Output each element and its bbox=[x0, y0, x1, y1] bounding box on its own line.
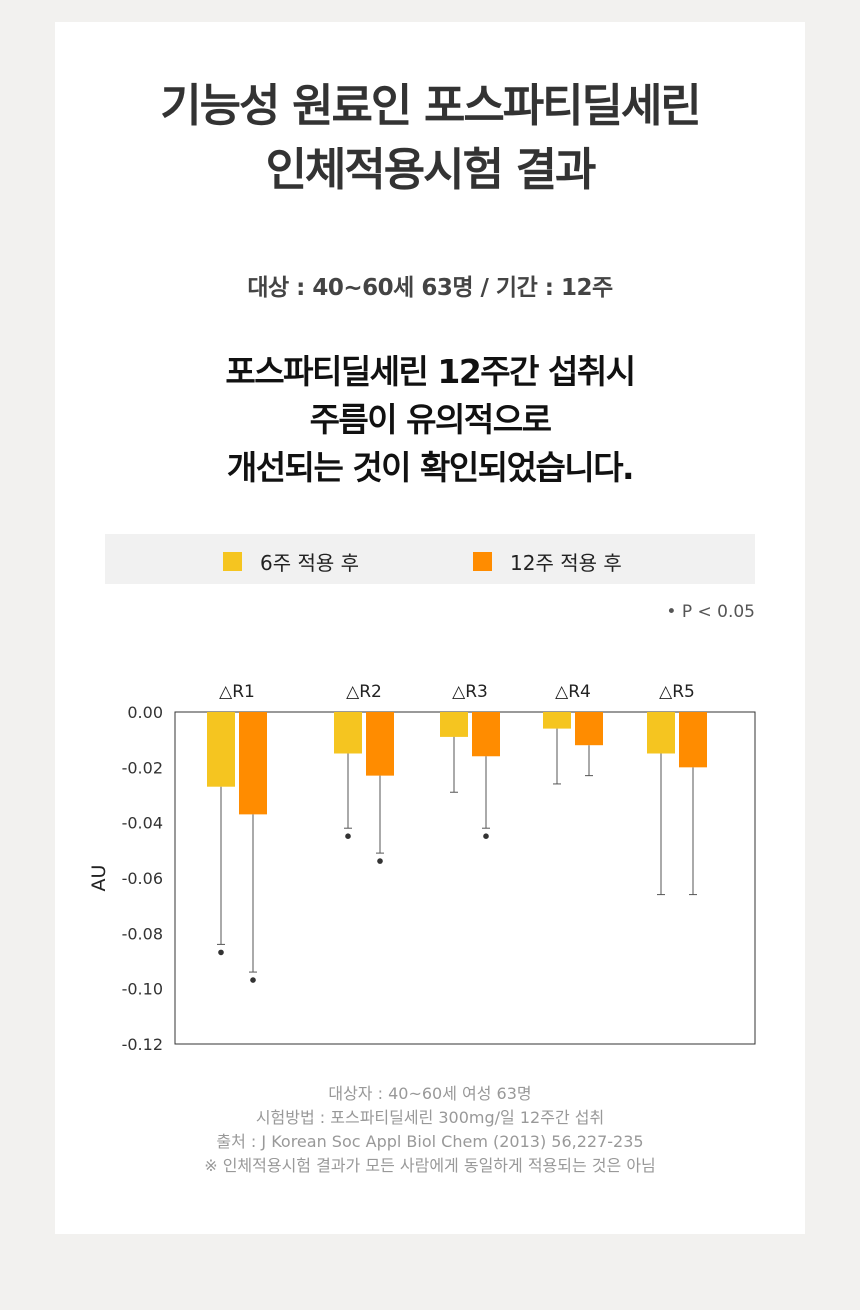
bar-week6 bbox=[543, 712, 571, 729]
y-tick-label: -0.08 bbox=[122, 924, 163, 943]
headline: 포스파티딜세린 12주간 섭취시 주름이 유의적으로 개선되는 것이 확인되었습… bbox=[55, 348, 805, 492]
footnote-subjects: 대상자 : 40~60세 여성 63명 bbox=[328, 1084, 532, 1103]
y-tick-label: -0.04 bbox=[122, 814, 163, 833]
bar-week6 bbox=[207, 712, 235, 787]
bar-week12 bbox=[239, 712, 267, 815]
legend-item-week12: 12주 적용 후 bbox=[473, 547, 622, 576]
footnote-method: 시험방법 : 포스파티딜세린 300mg/일 12주간 섭취 bbox=[255, 1108, 605, 1127]
bar-week6 bbox=[334, 712, 362, 754]
footnote-disclaimer: ※ 인체적용시험 결과가 모든 사람에게 동일하게 적용되는 것은 아님 bbox=[204, 1156, 656, 1175]
headline-line-2: 주름이 유의적으로 bbox=[309, 400, 552, 439]
significance-dot bbox=[250, 977, 256, 983]
legend-swatch-week12 bbox=[473, 552, 492, 571]
bar-chart: 0.00 -0.02 -0.04 -0.06 -0.08 -0.10 -0.12 AU △R1 △… bbox=[88, 682, 756, 1054]
bar-week6 bbox=[440, 712, 468, 737]
significance-dot bbox=[483, 833, 489, 839]
y-tick-label: -0.06 bbox=[122, 869, 163, 888]
title-line-2: 인체적용시험 결과 bbox=[265, 143, 597, 196]
y-tick-label: -0.10 bbox=[122, 980, 163, 999]
headline-line-3: 개선되는 것이 확인되었습니다. bbox=[226, 448, 635, 487]
significance-dot bbox=[218, 949, 224, 956]
legend-item-week6: 6주 적용 후 bbox=[223, 547, 359, 576]
y-tick-label: -0.12 bbox=[122, 1035, 163, 1054]
title-line-1: 기능성 원료인 포스파티딜세린 bbox=[160, 79, 702, 132]
headline-line-1: 포스파티딜세린 12주간 섭취시 bbox=[225, 352, 636, 391]
legend-swatch-week6 bbox=[223, 552, 242, 571]
page-title: 기능성 원료인 포스파티딜세린 인체적용시험 결과 bbox=[55, 74, 805, 202]
legend-label-week12: 12주 적용 후 bbox=[510, 551, 622, 575]
significance-note: • P < 0.05 bbox=[666, 602, 755, 622]
y-tick-label: -0.02 bbox=[122, 758, 163, 777]
content-card: 기능성 원료인 포스파티딜세린 인체적용시험 결과 대상 : 40~60세 63… bbox=[55, 22, 805, 1234]
category-label: △R4 bbox=[555, 682, 591, 702]
legend-label-week6: 6주 적용 후 bbox=[260, 551, 360, 575]
footnotes: 대상자 : 40~60세 여성 63명 시험방법 : 포스파티딜세린 300mg… bbox=[55, 1082, 805, 1178]
chart-legend: 6주 적용 후 12주 적용 후 bbox=[105, 534, 755, 584]
significance-dot bbox=[345, 833, 351, 839]
y-tick-label: 0.00 bbox=[127, 703, 163, 722]
bar-week12 bbox=[472, 712, 500, 757]
category-label: △R2 bbox=[346, 682, 382, 702]
bar-week12 bbox=[366, 712, 394, 776]
y-axis-label: AU bbox=[88, 865, 110, 892]
footnote-source: 출처 : J Korean Soc Appl Biol Chem (2013) … bbox=[216, 1132, 644, 1151]
category-label: △R1 bbox=[219, 682, 255, 702]
subject-line: 대상 : 40~60세 63명 / 기간 : 12주 bbox=[247, 275, 613, 301]
category-label: △R5 bbox=[659, 682, 695, 702]
category-label: △R3 bbox=[452, 682, 488, 702]
significance-dot bbox=[377, 858, 383, 864]
bar-week12 bbox=[575, 712, 603, 746]
bar-week12 bbox=[679, 712, 707, 768]
bar-week6 bbox=[647, 712, 675, 754]
